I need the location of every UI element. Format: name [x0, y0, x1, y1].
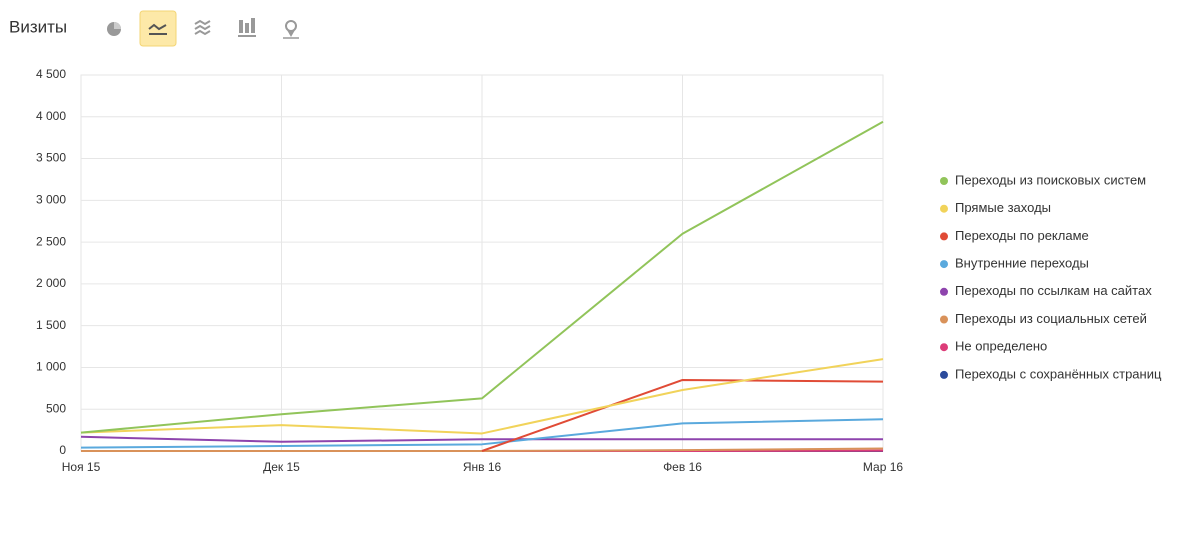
legend-label: Переходы из поисковых систем [955, 172, 1146, 187]
y-tick-label: 1 500 [36, 318, 66, 332]
y-tick-label: 3 500 [36, 151, 66, 165]
chart-title: Визиты [9, 17, 67, 36]
legend-marker [940, 371, 948, 379]
legend-marker [940, 316, 948, 324]
x-tick-label: Ноя 15 [62, 460, 101, 474]
y-tick-label: 3 000 [36, 193, 66, 207]
y-tick-label: 500 [46, 401, 66, 415]
y-tick-label: 2 500 [36, 234, 66, 248]
y-tick-label: 1 000 [36, 360, 66, 374]
legend-label: Прямые заходы [955, 200, 1051, 215]
line-view-button[interactable] [140, 11, 176, 46]
y-tick-label: 2 000 [36, 276, 66, 290]
legend-marker [940, 177, 948, 185]
y-tick-label: 0 [59, 443, 66, 457]
legend-marker [940, 288, 948, 296]
y-tick-label: 4 500 [36, 67, 66, 81]
legend-label: Переходы из социальных сетей [955, 311, 1147, 326]
area-view-button[interactable] [195, 21, 210, 34]
x-tick-label: Дек 15 [263, 460, 300, 474]
legend-label: Переходы по рекламе [955, 228, 1089, 243]
toolbar [107, 11, 299, 46]
x-tick-label: Янв 16 [463, 460, 502, 474]
x-tick-label: Фев 16 [663, 460, 702, 474]
bar-view-button[interactable] [238, 18, 256, 37]
legend-label: Переходы по ссылкам на сайтах [955, 283, 1152, 298]
legend-marker [940, 260, 948, 268]
x-tick-label: Мар 16 [863, 460, 903, 474]
legend-marker [940, 343, 948, 351]
legend-marker [940, 232, 948, 240]
pie-view-button[interactable] [107, 22, 121, 36]
y-tick-label: 4 000 [36, 109, 66, 123]
legend-label: Переходы с сохранённых страниц [955, 366, 1162, 381]
legend-marker [940, 205, 948, 213]
legend-label: Внутренние переходы [955, 256, 1089, 271]
legend-label: Не определено [955, 339, 1047, 354]
map-view-button[interactable] [283, 21, 299, 38]
